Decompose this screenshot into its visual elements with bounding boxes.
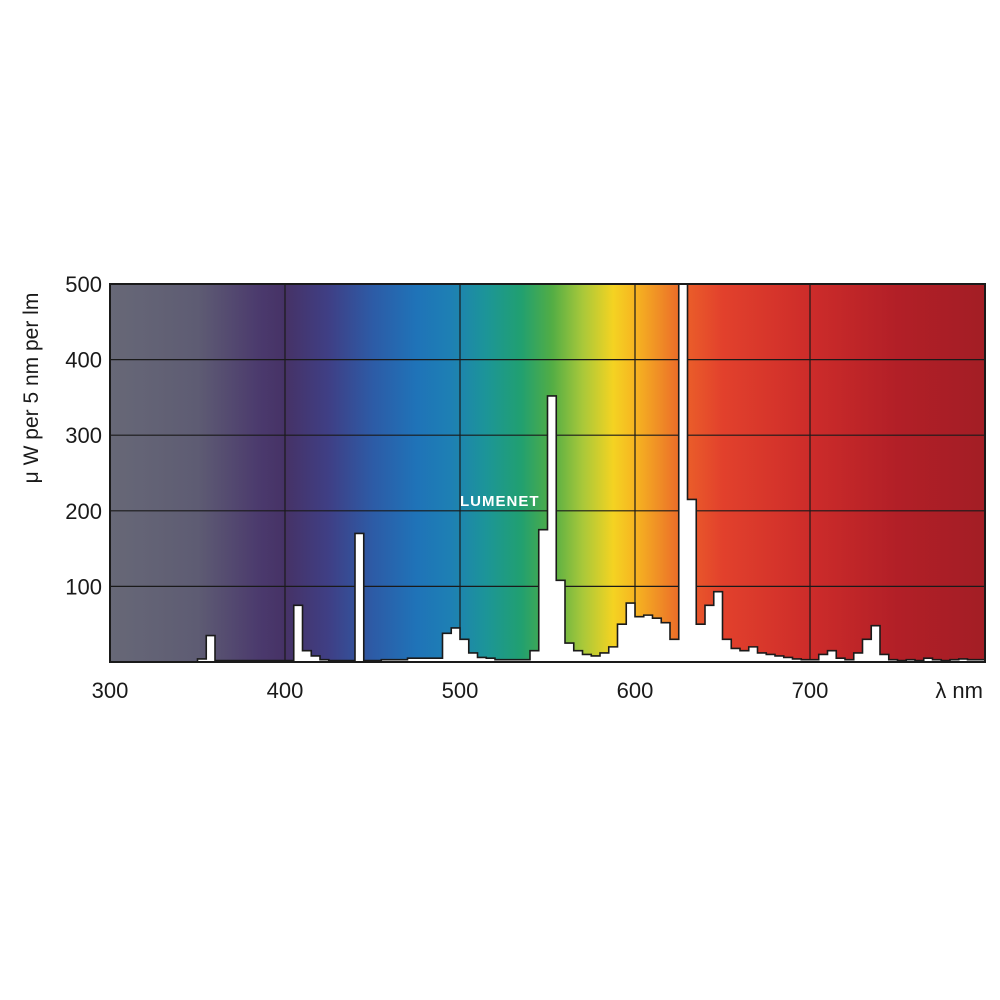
emission-series xyxy=(110,283,986,663)
plot-frame xyxy=(109,283,986,663)
spectrum-step-area xyxy=(110,283,986,663)
y-axis-ticks: 100 200 300 400 500 xyxy=(65,272,102,599)
y-tick-label: 100 xyxy=(65,574,102,599)
y-tick-label: 400 xyxy=(65,348,102,373)
watermark: LUMENET xyxy=(460,493,540,510)
y-tick-label: 500 xyxy=(65,272,102,297)
y-axis-label: μ W per 5 nm per lm xyxy=(20,293,43,484)
x-tick-label: 500 xyxy=(442,678,479,703)
x-tick-label: 400 xyxy=(267,678,304,703)
x-tick-label: 700 xyxy=(792,678,829,703)
x-tick-label: 300 xyxy=(92,678,129,703)
x-tick-label: 600 xyxy=(617,678,654,703)
x-axis-ticks: 300 400 500 600 700 xyxy=(92,678,829,703)
y-tick-label: 300 xyxy=(65,423,102,448)
y-tick-label: 200 xyxy=(65,499,102,524)
x-axis-label: λ nm xyxy=(935,678,983,703)
